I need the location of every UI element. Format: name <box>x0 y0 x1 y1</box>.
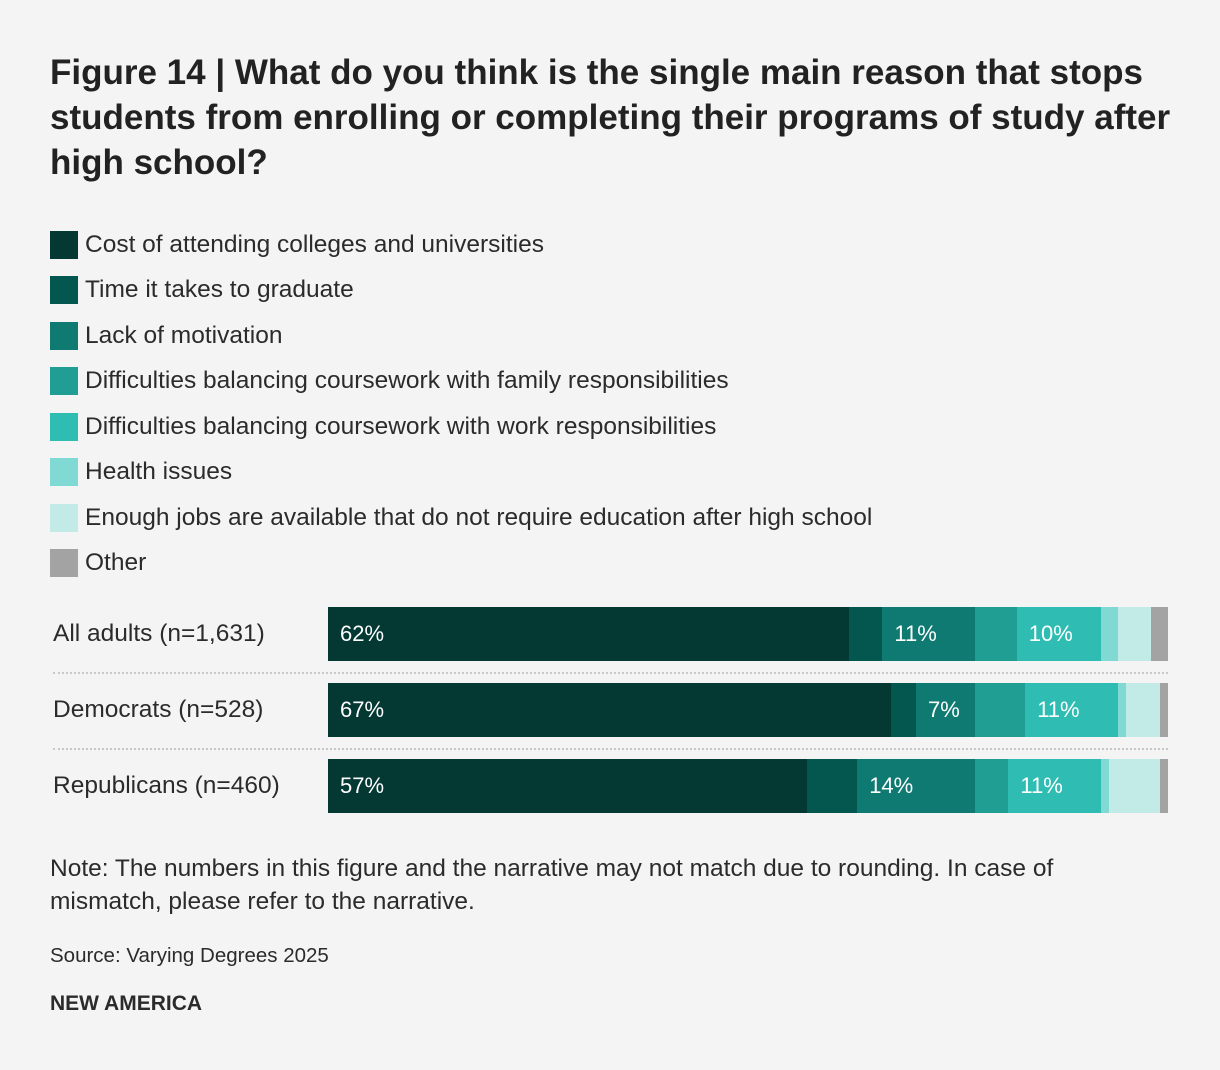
legend-item: Health issues <box>50 450 872 496</box>
row-divider <box>53 748 1168 750</box>
bar-segment <box>1100 607 1118 661</box>
bar-segment <box>1117 683 1127 737</box>
legend-item: Other <box>50 541 872 587</box>
chart-title: Figure 14 | What do you think is the sin… <box>50 53 1171 182</box>
category-label: Republicans (n=460) <box>53 772 280 799</box>
bar-segment <box>857 759 976 813</box>
legend-swatch <box>50 367 78 396</box>
legend-swatch <box>50 458 78 487</box>
stacked-bar: 67% 7% 11% <box>328 683 1169 737</box>
legend-item: Time it takes to graduate <box>50 268 872 314</box>
legend-label: Time it takes to graduate <box>85 276 354 304</box>
brand-wordmark: NEW AMERICA <box>50 992 203 1015</box>
row-divider <box>53 672 1168 674</box>
bar-segment <box>1159 683 1169 737</box>
bar-segment <box>1151 607 1169 661</box>
legend-item: Cost of attending colleges and universit… <box>50 222 872 268</box>
bar-segment <box>1008 759 1102 813</box>
legend-swatch <box>50 549 78 578</box>
chart-source: Source: Varying Degrees 2025 <box>50 944 329 967</box>
legend-item: Difficulties balancing coursework with f… <box>50 359 872 405</box>
legend-swatch <box>50 321 78 350</box>
legend-item: Difficulties balancing coursework with w… <box>50 404 872 450</box>
stacked-bar: 62% 11% 10% <box>328 607 1169 661</box>
legend-swatch <box>50 503 78 532</box>
legend-label: Cost of attending colleges and universit… <box>85 230 544 258</box>
stacked-bar: 57% 14% 11% <box>328 759 1169 813</box>
bar-segment <box>1126 683 1160 737</box>
bar-segment <box>848 607 883 661</box>
bar-segment <box>1025 683 1118 737</box>
bar-segment <box>328 607 850 661</box>
chart-note: Note: The numbers in this figure and the… <box>50 855 1054 915</box>
category-label: All adults (n=1,631) <box>53 620 265 647</box>
bar-segment <box>328 683 892 737</box>
bar-segment <box>1100 759 1110 813</box>
bar-segment <box>974 683 1026 737</box>
legend-label: Health issues <box>85 458 233 486</box>
legend-swatch <box>50 276 78 305</box>
chart-legend: Cost of attending colleges and universit… <box>50 222 872 586</box>
bar-segment <box>974 607 1018 661</box>
bar-segment <box>806 759 858 813</box>
legend-item: Enough jobs are available that do not re… <box>50 495 872 541</box>
legend-swatch <box>50 412 78 441</box>
bar-segment <box>328 759 808 813</box>
legend-item: Lack of motivation <box>50 313 872 359</box>
category-label: Democrats (n=528) <box>53 696 264 723</box>
bar-segment <box>882 607 976 661</box>
bar-segment <box>890 683 917 737</box>
legend-label: Other <box>85 549 147 577</box>
bar-segment <box>1117 607 1152 661</box>
bar-segment <box>1159 759 1169 813</box>
bar-segment <box>974 759 1009 813</box>
bar-segment <box>916 683 976 737</box>
legend-swatch <box>50 230 78 259</box>
bar-segment <box>1109 759 1160 813</box>
legend-label: Difficulties balancing coursework with w… <box>85 412 717 440</box>
legend-label: Difficulties balancing coursework with f… <box>85 367 729 395</box>
legend-label: Lack of motivation <box>85 321 283 349</box>
bar-segment <box>1016 607 1102 661</box>
legend-label: Enough jobs are available that do not re… <box>85 503 873 531</box>
